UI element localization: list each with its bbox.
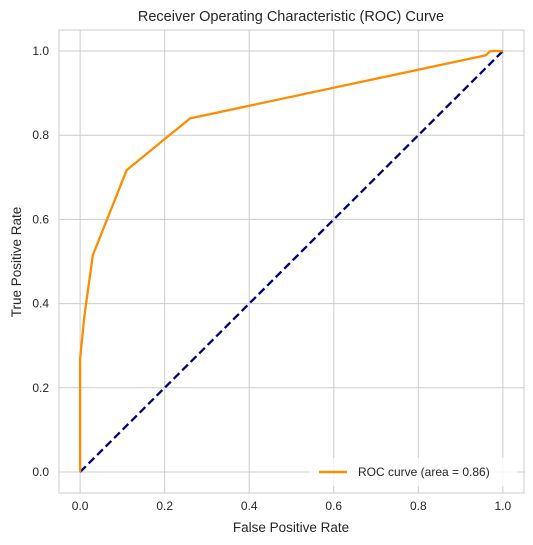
chart-title: Receiver Operating Characteristic (ROC) … (138, 9, 444, 25)
plot-background (59, 30, 524, 493)
legend-box (309, 458, 517, 486)
y-tick-label: 0.0 (32, 465, 49, 479)
grid-layer (59, 30, 524, 493)
legend: ROC curve (area = 0.86) (309, 458, 517, 486)
tick-labels: 0.0 0.2 0.4 0.6 0.8 1.0 0.0 0.2 0.4 0.6 0.8 1.0 (32, 44, 511, 513)
legend-label-roc: ROC curve (area = 0.86) (358, 465, 490, 479)
y-tick-label: 0.8 (32, 128, 49, 142)
roc-curve-line (78, 49, 503, 472)
series-layer (78, 49, 504, 473)
x-axis-label: False Positive Rate (233, 520, 349, 535)
plot-border (58, 29, 525, 494)
x-tick-label: 1.0 (495, 499, 512, 513)
x-tick-label: 0.8 (410, 499, 427, 513)
y-tick-label: 0.2 (32, 381, 49, 395)
plot-frame (58, 29, 525, 494)
chance-diagonal-line (79, 50, 504, 473)
x-tick-label: 0.0 (72, 499, 89, 513)
x-tick-label: 0.6 (325, 499, 342, 513)
x-tick-label: 0.2 (156, 499, 173, 513)
y-tick-label: 0.4 (32, 297, 49, 311)
y-axis-label: True Positive Rate (9, 207, 24, 318)
x-tick-label: 0.4 (241, 499, 258, 513)
y-tick-label: 1.0 (32, 44, 49, 58)
y-tick-label: 0.6 (32, 212, 49, 226)
